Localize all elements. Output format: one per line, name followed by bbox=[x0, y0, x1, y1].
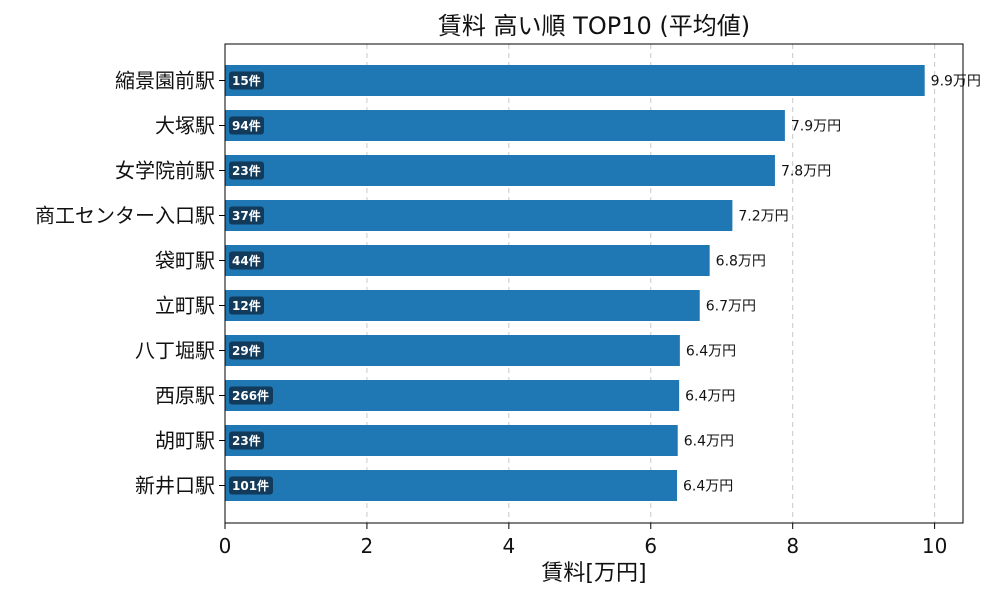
count-badge bbox=[229, 341, 264, 360]
value-label: 7.9万円 bbox=[791, 119, 841, 135]
count-label: 94件 bbox=[232, 118, 261, 133]
value-label: 6.4万円 bbox=[684, 434, 734, 450]
count-badge bbox=[229, 206, 264, 225]
value-label: 6.4万円 bbox=[685, 389, 735, 405]
x-axis-label: 賃料[万円] bbox=[541, 561, 646, 586]
plot-frame bbox=[224, 43, 964, 524]
count-label: 37件 bbox=[232, 208, 261, 223]
count-badge bbox=[229, 71, 264, 90]
count-badge bbox=[229, 251, 264, 270]
bars: 15件 9.9万円 94件 7.9万円 23件 7.8万円 37件 7.2万円 44件 6.8万円… bbox=[225, 65, 981, 501]
y-tick-label: 袋町駅 bbox=[155, 249, 215, 273]
bar bbox=[225, 290, 700, 321]
chart-title: 賃料 高い順 TOP10 (平均値) bbox=[438, 12, 750, 40]
count-label: 23件 bbox=[232, 163, 261, 178]
value-label: 9.9万円 bbox=[931, 74, 981, 90]
value-label: 6.8万円 bbox=[716, 254, 766, 270]
count-badge bbox=[229, 296, 264, 315]
count-badge bbox=[229, 431, 264, 450]
y-tick-label: 大塚駅 bbox=[155, 114, 215, 138]
value-label: 6.4万円 bbox=[686, 344, 736, 360]
bar bbox=[225, 335, 680, 366]
x-tick-label: 6 bbox=[644, 534, 657, 558]
bar bbox=[225, 470, 678, 501]
count-label: 101件 bbox=[232, 478, 269, 493]
bar bbox=[225, 65, 925, 96]
y-tick-label: 商工センター入口駅 bbox=[35, 204, 215, 228]
bar bbox=[225, 380, 680, 411]
y-tick-label: 胡町駅 bbox=[155, 429, 215, 453]
count-badge bbox=[229, 476, 273, 495]
value-label: 7.2万円 bbox=[738, 209, 788, 225]
value-label: 6.4万円 bbox=[683, 479, 733, 495]
y-tick-label: 八丁堀駅 bbox=[135, 339, 215, 363]
x-tick-label: 2 bbox=[361, 534, 374, 558]
y-tick-label: 西原駅 bbox=[155, 384, 215, 408]
y-axis: 縮景園前駅大塚駅女学院前駅商工センター入口駅袋町駅立町駅八丁堀駅西原駅胡町駅新井… bbox=[35, 69, 225, 498]
y-tick-label: 女学院前駅 bbox=[115, 159, 215, 183]
count-label: 266件 bbox=[232, 388, 269, 403]
count-badge bbox=[229, 386, 273, 405]
x-tick-label: 10 bbox=[922, 534, 947, 558]
bar bbox=[225, 200, 733, 231]
bar bbox=[225, 245, 710, 276]
count-label: 23件 bbox=[232, 433, 261, 448]
count-label: 29件 bbox=[232, 343, 261, 358]
bar bbox=[225, 425, 678, 456]
count-label: 15件 bbox=[232, 73, 261, 88]
x-axis: 0 2 4 6 8 10 bbox=[219, 523, 947, 558]
bar bbox=[225, 110, 785, 141]
value-label: 7.8万円 bbox=[781, 164, 831, 180]
x-tick-label: 4 bbox=[502, 534, 515, 558]
count-badge bbox=[229, 116, 264, 135]
value-label: 6.7万円 bbox=[706, 299, 756, 315]
y-tick-label: 立町駅 bbox=[155, 294, 215, 318]
count-label: 44件 bbox=[232, 253, 261, 268]
y-tick-label: 縮景園前駅 bbox=[115, 69, 215, 93]
x-tick-label: 8 bbox=[786, 534, 799, 558]
y-tick-label: 新井口駅 bbox=[135, 474, 215, 498]
x-tick-label: 0 bbox=[219, 534, 232, 558]
count-label: 12件 bbox=[232, 298, 261, 313]
count-badge bbox=[229, 161, 264, 180]
bar bbox=[225, 155, 775, 186]
